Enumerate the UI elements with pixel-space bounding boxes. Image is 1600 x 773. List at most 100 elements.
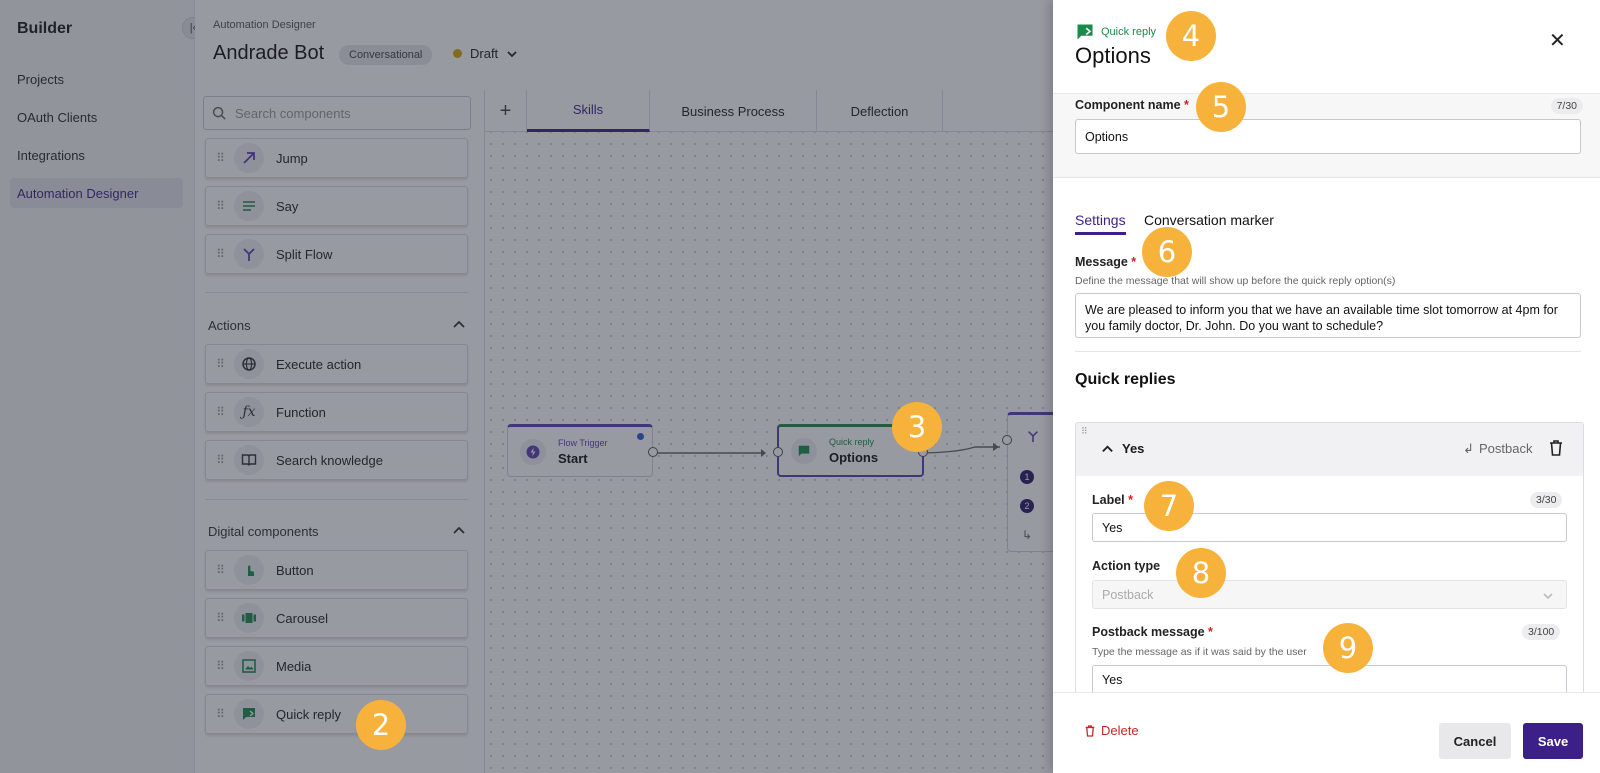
component-media[interactable]: ⠿ Media [205,646,468,686]
trash-icon[interactable] [1549,440,1563,456]
nav-item-oauth-clients[interactable]: OAuth Clients [17,109,98,125]
component-jump[interactable]: ⠿ Jump [205,138,468,178]
quick-replies-title: Quick replies [1075,371,1176,388]
drag-handle-icon[interactable]: ⠿ [1081,426,1088,436]
status-dropdown[interactable]: Draft [453,46,518,61]
tab-settings[interactable]: Settings [1075,212,1126,235]
component-label: Split Flow [276,246,333,262]
component-carousel[interactable]: ⠿ Carousel [205,598,468,638]
component-label: Button [276,562,314,578]
component-label: Carousel [276,610,329,626]
message-textarea[interactable]: We are pleased to inform you that we hav… [1075,293,1581,338]
component-split-flow[interactable]: ⠿ Split Flow [205,234,468,274]
input-port[interactable] [773,447,783,457]
search-components-input[interactable]: Search components [203,96,471,130]
char-counter: 3/100 [1522,624,1561,640]
component-label: Quick reply [276,706,342,722]
node-name: Options [829,450,879,465]
carousel-icon [234,603,264,633]
jump-arrow-icon [234,143,264,173]
chat-reply-icon [1077,24,1093,40]
panel-type: Quick reply [1075,22,1156,42]
branch-number: 2 [1020,499,1034,513]
component-execute-action[interactable]: ⠿ Execute action [205,344,468,384]
drag-handle-icon[interactable]: ⠿ [216,707,225,721]
panel-title: Options [1075,43,1151,68]
split-icon [234,239,264,269]
component-label: Search knowledge [276,452,383,468]
drag-handle-icon[interactable]: ⠿ [216,659,225,673]
drag-handle-icon[interactable]: ⠿ [216,357,225,371]
close-icon[interactable]: ✕ [1549,30,1566,52]
component-quick-reply[interactable]: ⠿ Quick reply [205,694,468,734]
chevron-up-icon[interactable] [452,524,466,538]
section-actions-header[interactable]: Actions [208,318,466,333]
input-port[interactable] [1002,435,1012,445]
annotation-badge: 7 [1144,481,1194,531]
action-type-select[interactable]: Postback [1092,580,1567,609]
globe-icon [234,349,264,379]
action-type-badge: Postback [1479,441,1533,456]
tab-business-process[interactable]: Business Process [650,90,817,132]
delete-button[interactable]: Delete [1085,723,1139,738]
chevron-down-icon [507,50,517,57]
annotation-badge: 9 [1323,623,1373,673]
save-button[interactable]: Save [1523,723,1583,759]
annotation-badge: 8 [1176,548,1226,598]
nav-item-automation-designer[interactable]: Automation Designer [10,178,183,208]
postback-message-input[interactable]: Yes [1092,665,1567,694]
section-title: Actions [208,318,251,333]
drag-handle-icon[interactable]: ⠿ [216,611,225,625]
output-port[interactable] [648,447,658,457]
component-button[interactable]: ⠿ Button [205,550,468,590]
postback-help: Type the message as if it was said by th… [1092,646,1307,658]
drag-handle-icon[interactable]: ⠿ [216,453,225,467]
page-title: Andrade Bot [213,42,325,64]
chevron-up-icon[interactable] [1101,443,1114,456]
add-tab-button[interactable]: + [485,90,527,132]
chevron-up-icon[interactable] [452,318,466,332]
component-search-knowledge[interactable]: ⠿ Search knowledge [205,440,468,480]
divider [1075,351,1581,352]
status-label: Draft [470,46,499,61]
component-label: Execute action [276,356,362,372]
main-area: Automation Designer Andrade Bot Conversa… [195,0,1067,773]
component-name-section: Component name * 7/30 Options [1053,93,1600,178]
tab-deflection[interactable]: Deflection [817,90,943,132]
message-help: Define the message that will show up bef… [1075,275,1396,287]
drag-handle-icon[interactable]: ⠿ [216,151,225,165]
postback-message-label: Postback message * [1092,625,1213,639]
section-title: Digital components [208,524,319,539]
canvas-tabbar: + Skills Business Process Deflection [484,90,1053,132]
nav-item-projects[interactable]: Projects [17,71,64,87]
breadcrumb[interactable]: Automation Designer [213,19,316,31]
section-digital-header[interactable]: Digital components [208,524,466,539]
chevron-down-icon [1543,593,1553,600]
tap-icon [234,555,264,585]
annotation-badge: 2 [356,700,406,750]
component-label: Function [276,404,326,420]
component-label: Jump [276,150,308,166]
cancel-button[interactable]: Cancel [1439,723,1511,759]
drag-handle-icon[interactable]: ⠿ [216,199,225,213]
status-dot-icon [637,433,644,440]
tab-skills[interactable]: Skills [527,90,650,132]
tab-conversation-marker[interactable]: Conversation marker [1144,212,1274,228]
lines-icon [234,191,264,221]
flow-node-start[interactable]: Flow Trigger Start [507,424,658,477]
node-subtitle: Quick reply [829,437,875,447]
component-name-input[interactable]: Options [1075,119,1581,154]
component-function[interactable]: ⠿ ƒx Function [205,392,468,432]
drag-handle-icon[interactable]: ⠿ [216,247,225,261]
search-icon [212,106,226,120]
status-dot-icon [453,49,462,58]
drag-handle-icon[interactable]: ⠿ [216,563,225,577]
modal-overlay[interactable] [0,0,1053,773]
action-type-value: Postback [1102,587,1154,602]
quick-reply-header[interactable]: ⠿ Yes ↲ Postback [1076,423,1583,476]
drag-handle-icon[interactable]: ⠿ [216,405,225,419]
component-say[interactable]: ⠿ Say [205,186,468,226]
flow-canvas[interactable]: Flow Trigger Start Quick reply Options 1… [484,90,1067,773]
chat-reply-icon [791,438,817,464]
nav-item-integrations[interactable]: Integrations [17,147,85,163]
